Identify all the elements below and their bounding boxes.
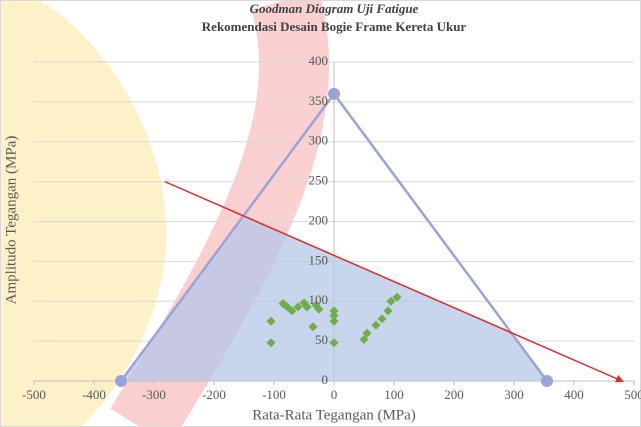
chart: Goodman Diagram Uji Fatigue Rekomendasi … (0, 0, 641, 427)
y-tick-label: 50 (315, 332, 328, 347)
y-tick-label: 250 (309, 173, 329, 188)
y-tick-label: 300 (309, 133, 329, 148)
goodman-point (115, 375, 127, 387)
x-tick-label: -400 (82, 387, 106, 402)
x-tick-label: 200 (444, 387, 464, 402)
x-axis-title: Rata-Rata Tegangan (MPa) (252, 407, 416, 423)
y-axis-title: Amplitudo Tegangan (MPa) (3, 136, 19, 305)
x-tick-label: -100 (262, 387, 286, 402)
x-tick-label: -200 (202, 387, 226, 402)
y-tick-label: 400 (309, 53, 329, 68)
goodman-point (541, 375, 553, 387)
x-tick-label: 0 (331, 387, 338, 402)
x-tick-label: 100 (384, 387, 404, 402)
x-tick-label: 300 (504, 387, 524, 402)
chart-subtitle: Rekomendasi Desain Bogie Frame Kereta Uk… (202, 19, 467, 34)
y-tick-label: 100 (309, 292, 329, 307)
chart-title: Goodman Diagram Uji Fatigue (250, 1, 419, 16)
x-tick-label: -300 (142, 387, 166, 402)
goodman-point (328, 88, 340, 100)
x-tick-label: 500 (624, 387, 641, 402)
x-tick-label: 400 (564, 387, 584, 402)
y-tick-label: 200 (309, 212, 329, 227)
y-tick-label: 150 (309, 252, 329, 267)
x-tick-label: -500 (22, 387, 46, 402)
y-tick-label: 0 (322, 372, 329, 387)
y-tick-label: 350 (309, 93, 329, 108)
